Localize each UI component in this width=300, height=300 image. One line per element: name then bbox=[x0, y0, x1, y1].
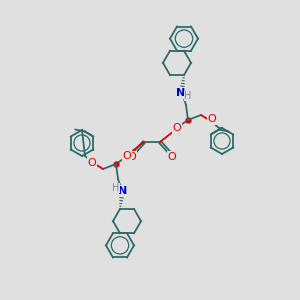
Text: O: O bbox=[208, 114, 216, 124]
Text: O: O bbox=[172, 123, 182, 133]
Text: O: O bbox=[123, 151, 131, 161]
Text: O: O bbox=[88, 158, 96, 168]
Text: N: N bbox=[118, 186, 127, 196]
Text: O: O bbox=[128, 152, 136, 162]
Text: O: O bbox=[168, 152, 176, 162]
Text: H: H bbox=[112, 183, 120, 193]
Text: N: N bbox=[176, 88, 186, 98]
Text: H: H bbox=[184, 91, 192, 101]
